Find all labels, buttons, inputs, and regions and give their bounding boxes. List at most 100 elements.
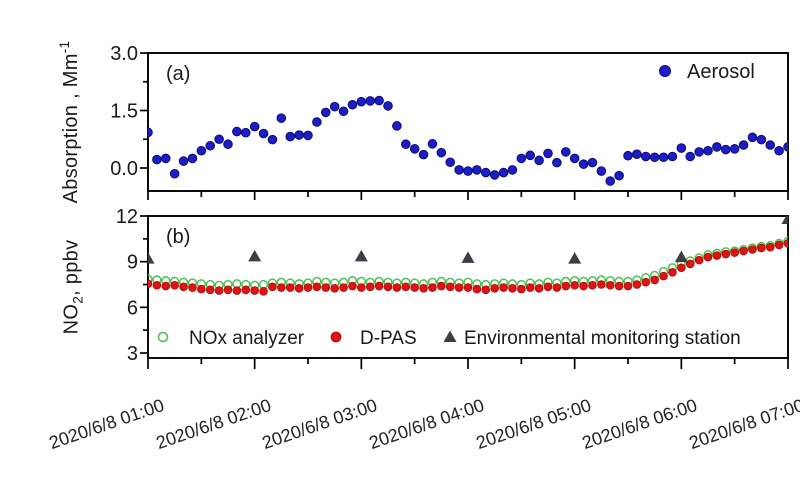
panel-a-y-axis-label: Absorption , Mm-1 xyxy=(57,40,82,204)
d-pas-point xyxy=(303,283,313,292)
aerosol-point xyxy=(436,147,447,158)
aerosol-point xyxy=(383,101,393,111)
d-pas-point xyxy=(765,242,775,252)
aerosol-point xyxy=(543,148,553,159)
d-pas-point xyxy=(463,283,473,292)
aerosol-point xyxy=(187,153,198,164)
d-pas-point xyxy=(517,284,526,294)
d-pas-point xyxy=(748,245,757,254)
station-point xyxy=(354,249,368,262)
d-pas-point xyxy=(232,286,242,295)
nox-legend-marker-icon xyxy=(157,331,169,343)
d-pas-point xyxy=(605,280,615,290)
y-tick-label: 1.5 xyxy=(110,101,138,123)
aerosol-point xyxy=(392,121,402,131)
d-pas-point xyxy=(205,285,215,295)
d-pas-point xyxy=(294,284,304,293)
aerosol-point xyxy=(148,127,153,138)
station-point xyxy=(248,249,262,262)
aerosol-point xyxy=(409,144,420,154)
d-pas-point xyxy=(241,285,251,295)
aerosol-point xyxy=(774,145,784,156)
d-pas-point xyxy=(188,283,197,292)
aerosol-point xyxy=(152,154,162,165)
d-pas-point xyxy=(641,277,651,287)
aerosol-point xyxy=(472,165,482,175)
aerosol-point xyxy=(196,145,207,156)
aerosol-point xyxy=(747,132,758,143)
d-pas-point xyxy=(543,282,553,292)
d-pas-point xyxy=(472,284,482,294)
aerosol-point xyxy=(729,144,740,154)
d-pas-point xyxy=(730,248,739,257)
d-pas-point xyxy=(694,255,704,265)
y-tick-label: 3.0 xyxy=(110,43,138,65)
d-pas-point xyxy=(357,283,366,292)
station-series xyxy=(148,216,788,264)
d-pas-point xyxy=(570,280,579,290)
aerosol-point xyxy=(738,140,749,150)
panel-b-series xyxy=(148,216,788,296)
d-pas-point xyxy=(365,282,375,292)
d-pas-point xyxy=(712,251,722,260)
legend-panel-b: NOx analyzer D-PAS Environmental monitorin… xyxy=(157,328,741,349)
station-point xyxy=(568,252,582,264)
d-pas-point xyxy=(250,286,259,295)
station-legend-label: Environmental monitoring station xyxy=(464,328,741,349)
aerosol-point xyxy=(649,152,660,163)
aerosol-point xyxy=(756,134,767,145)
station-point xyxy=(148,252,155,264)
d-pas-point xyxy=(597,280,606,289)
y-tick-label: 3 xyxy=(127,343,138,365)
aerosol-point xyxy=(320,107,331,118)
d-pas-point xyxy=(214,286,224,295)
d-pas-point xyxy=(552,283,562,292)
aerosol-series xyxy=(148,95,788,186)
d-pas-point xyxy=(677,263,686,273)
d-pas-point xyxy=(783,239,788,248)
aerosol-point xyxy=(507,165,518,175)
aerosol-point xyxy=(374,95,384,106)
d-pas-point xyxy=(419,284,428,293)
aerosol-point xyxy=(765,140,776,150)
nox-analyzer-series xyxy=(148,236,788,290)
aerosol-point xyxy=(552,157,562,168)
aerosol-point xyxy=(463,166,473,176)
aerosol-point xyxy=(685,151,696,162)
d-pas-point xyxy=(623,281,633,291)
aerosol-legend-marker-icon xyxy=(659,65,671,77)
aerosol-point xyxy=(623,150,633,161)
aerosol-point xyxy=(232,126,242,137)
aerosol-point xyxy=(356,96,367,107)
d-pas-point xyxy=(499,283,508,292)
d-pas-point xyxy=(481,285,491,295)
d-pas-point xyxy=(321,283,331,292)
y-tick-label: 0.0 xyxy=(110,158,138,180)
d-pas-point xyxy=(490,284,499,293)
d-pas-point xyxy=(161,281,171,291)
aerosol-point xyxy=(498,167,509,178)
aerosol-point xyxy=(703,145,713,156)
aerosol-point xyxy=(516,153,527,164)
d-pas-point xyxy=(525,283,535,292)
d-pas-point xyxy=(508,284,517,293)
aerosol-point xyxy=(169,168,180,179)
d-pas-point xyxy=(534,284,544,293)
d-pas-point xyxy=(312,282,322,292)
aerosol-point xyxy=(569,153,580,164)
aerosol-point xyxy=(454,165,464,175)
panel-a-tag: (a) xyxy=(166,63,190,85)
d-pas-point xyxy=(757,243,766,253)
aerosol-point xyxy=(480,167,491,178)
d-pas-point xyxy=(170,280,179,290)
d-pas-point xyxy=(374,281,384,291)
aerosol-point xyxy=(720,144,731,155)
d-pas-point xyxy=(588,280,597,290)
station-point xyxy=(461,251,475,263)
d-pas-point xyxy=(685,259,695,269)
y-tick-label: 9 xyxy=(127,252,138,274)
d-pas-point xyxy=(721,249,731,259)
aerosol-point xyxy=(276,113,287,123)
d-pas-point xyxy=(179,282,188,292)
